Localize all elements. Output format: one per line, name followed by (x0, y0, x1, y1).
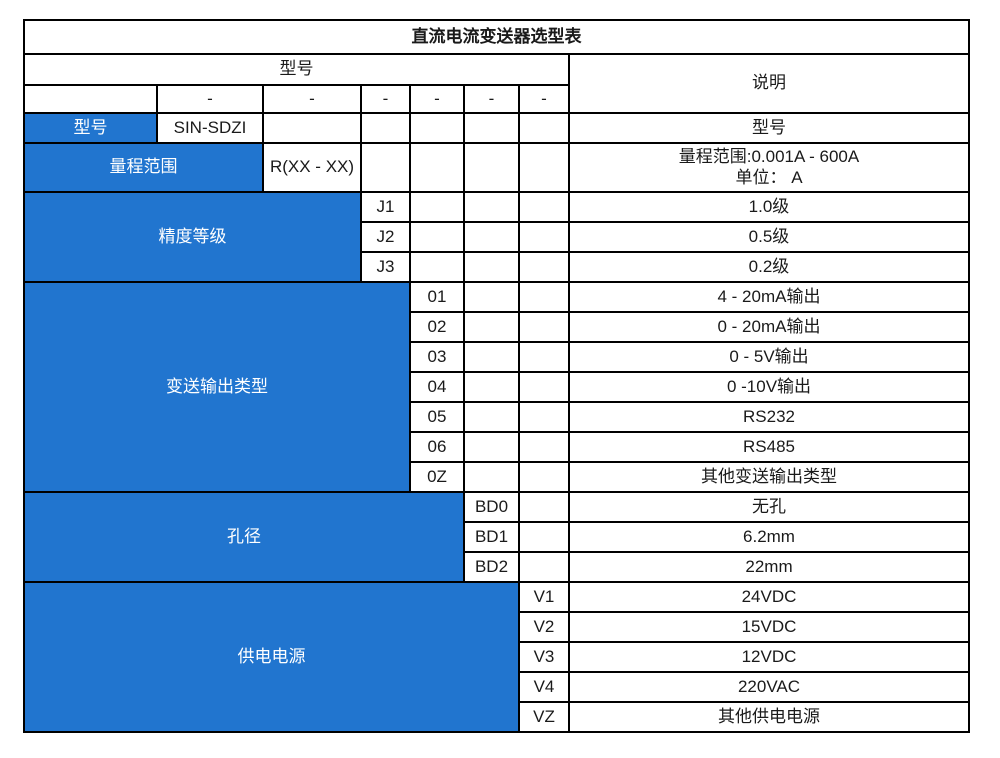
empty-code-cell (518, 112, 570, 144)
empty-code-cell (463, 431, 520, 463)
empty-code-cell (518, 401, 570, 433)
code-cell: 04 (409, 371, 465, 403)
range-desc-line-1: 量程范围:0.001A - 600A (678, 147, 860, 167)
description-cell: 其他变送输出类型 (568, 461, 970, 493)
section-label-model: 型号 (23, 112, 158, 144)
code-cell-base-model: SIN-SDZI (156, 112, 264, 144)
empty-code-cell (262, 112, 362, 144)
empty-code-cell (23, 84, 158, 114)
description-cell: 无孔 (568, 491, 970, 523)
empty-code-cell (463, 371, 520, 403)
empty-code-cell (409, 112, 465, 144)
code-cell: BD0 (463, 491, 520, 523)
description-cell: 0 - 5V输出 (568, 341, 970, 373)
empty-code-cell (360, 142, 411, 193)
section-label-accuracy-class: 精度等级 (23, 191, 362, 283)
empty-code-cell (463, 341, 520, 373)
code-cell: 0Z (409, 461, 465, 493)
model-code-separator: - (409, 84, 465, 114)
description-cell: 220VAC (568, 671, 970, 703)
code-cell: 03 (409, 341, 465, 373)
description-cell: 4 - 20mA输出 (568, 281, 970, 313)
empty-code-cell (518, 371, 570, 403)
description-cell: 1.0级 (568, 191, 970, 223)
empty-code-cell (360, 112, 411, 144)
empty-code-cell (518, 251, 570, 283)
code-cell: V4 (518, 671, 570, 703)
code-cell: 02 (409, 311, 465, 343)
description-cell: 0.5级 (568, 221, 970, 253)
description-cell: 24VDC (568, 581, 970, 613)
model-code-separator: - (360, 84, 411, 114)
section-label-hole-diameter: 孔径 (23, 491, 465, 583)
empty-code-cell (518, 281, 570, 313)
code-cell: V1 (518, 581, 570, 613)
empty-code-cell (518, 521, 570, 553)
model-code-separator: - (518, 84, 570, 114)
empty-code-cell (463, 142, 520, 193)
code-cell: 01 (409, 281, 465, 313)
model-header: 型号 (23, 53, 570, 86)
section-label-measuring-range: 量程范围 (23, 142, 264, 193)
model-code-separator: - (463, 84, 520, 114)
empty-code-cell (463, 191, 520, 223)
empty-code-cell (409, 191, 465, 223)
empty-code-cell (518, 221, 570, 253)
empty-code-cell (463, 112, 520, 144)
empty-code-cell (518, 341, 570, 373)
empty-code-cell (463, 401, 520, 433)
code-cell: 06 (409, 431, 465, 463)
empty-code-cell (518, 431, 570, 463)
empty-code-cell (518, 142, 570, 193)
model-code-separator: - (156, 84, 264, 114)
empty-code-cell (409, 251, 465, 283)
table-title: 直流电流变送器选型表 (23, 19, 970, 55)
selection-table-container: 直流电流变送器选型表 型号 说明 - - - - - - 型号 SIN-SDZI… (23, 19, 970, 733)
code-cell: J1 (360, 191, 411, 223)
empty-code-cell (463, 221, 520, 253)
description-cell: RS485 (568, 431, 970, 463)
section-label-output-type: 变送输出类型 (23, 281, 411, 493)
description-cell: 6.2mm (568, 521, 970, 553)
empty-code-cell (518, 191, 570, 223)
description-header: 说明 (568, 53, 970, 114)
empty-code-cell (463, 281, 520, 313)
code-cell: J2 (360, 221, 411, 253)
code-cell: BD1 (463, 521, 520, 553)
description-cell: 量程范围:0.001A - 600A 单位： A (568, 142, 970, 193)
description-cell: 0 -10V输出 (568, 371, 970, 403)
code-cell: BD2 (463, 551, 520, 583)
empty-code-cell (518, 461, 570, 493)
empty-code-cell (463, 251, 520, 283)
description-cell: 22mm (568, 551, 970, 583)
section-label-power-supply: 供电电源 (23, 581, 520, 733)
code-cell-range: R(XX - XX) (262, 142, 362, 193)
empty-code-cell (518, 311, 570, 343)
empty-code-cell (463, 461, 520, 493)
empty-code-cell (409, 221, 465, 253)
description-cell: 12VDC (568, 641, 970, 673)
empty-code-cell (518, 491, 570, 523)
code-cell: VZ (518, 701, 570, 733)
description-cell: 型号 (568, 112, 970, 144)
range-desc-line-2: 单位： A (735, 167, 803, 187)
empty-code-cell (463, 311, 520, 343)
selection-table: 直流电流变送器选型表 型号 说明 - - - - - - 型号 SIN-SDZI… (23, 19, 970, 733)
description-cell: 15VDC (568, 611, 970, 643)
code-cell: V2 (518, 611, 570, 643)
code-cell: V3 (518, 641, 570, 673)
empty-code-cell (409, 142, 465, 193)
description-cell: 0 - 20mA输出 (568, 311, 970, 343)
code-cell: 05 (409, 401, 465, 433)
model-code-separator: - (262, 84, 362, 114)
description-cell: 其他供电电源 (568, 701, 970, 733)
empty-code-cell (518, 551, 570, 583)
code-cell: J3 (360, 251, 411, 283)
description-cell: RS232 (568, 401, 970, 433)
description-cell: 0.2级 (568, 251, 970, 283)
